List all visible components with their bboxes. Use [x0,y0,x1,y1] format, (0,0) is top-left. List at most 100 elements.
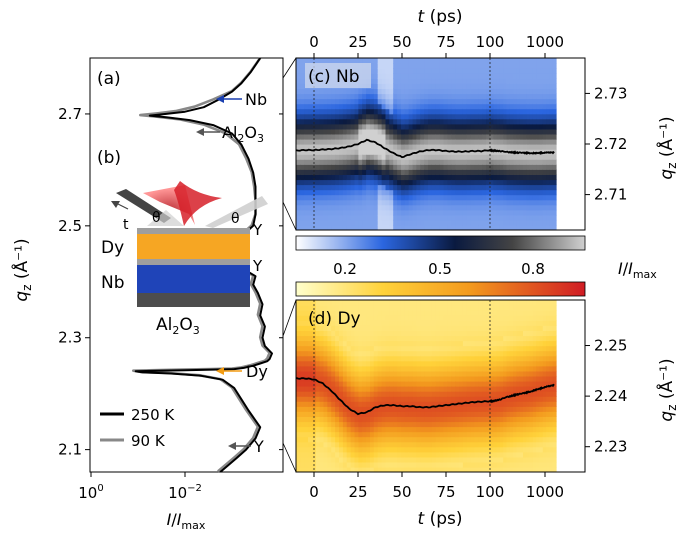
heatmap-cell [474,169,479,175]
heatmap-cell [315,199,321,206]
heatmap-cell [346,325,352,331]
heatmap-cell [490,214,494,221]
heatmap-cell [404,436,410,443]
heatmap-cell [315,325,321,331]
heatmap-cell [466,73,472,79]
heatmap-cell [296,159,301,165]
heatmap-cell [373,411,379,417]
heatmap-cell [474,189,479,196]
heatmap-cell [482,98,487,105]
heatmap-cell [459,184,464,191]
layer-y-bottom [137,259,250,265]
heatmap-cell [513,375,517,382]
heatmap-cell [354,169,359,175]
heatmap-cell [366,411,371,417]
heatmap-cell [327,340,332,347]
heatmap-cell [424,224,429,230]
heatmap-cell [526,355,531,362]
heatmap-cell [516,396,521,402]
heatmap-cell [466,63,472,69]
heatmap-cell [532,365,537,372]
heatmap-cell [474,128,479,135]
heatmap-cell [362,98,367,105]
heatmap-cell [389,421,394,428]
heatmap-cell [478,214,483,221]
heatmap-cell [536,194,541,201]
heatmap-cell [474,164,479,170]
heatmap-cell [377,350,383,357]
heatmap-cell [526,391,531,397]
heatmap-cell [346,184,352,191]
heatmap-cell [319,310,325,316]
heatmap-cell [536,68,541,74]
heatmap-cell [486,340,491,347]
heatmap-cell [342,88,348,95]
heatmap-cell [519,421,524,428]
heatmap-cell [435,310,441,316]
heatmap-cell [526,184,531,191]
heatmap-cell [420,159,425,165]
heatmap-cell [400,63,406,69]
heatmap-cell [424,93,429,100]
heatmap-cell [354,98,359,105]
heatmap-cell [503,441,508,448]
heatmap-cell [370,456,375,463]
heatmap-cell [443,305,448,311]
heatmap-cell [499,355,504,362]
xtick-label: 0 [309,33,319,51]
heatmap-cell [373,396,379,402]
heatmap-cell [506,446,511,453]
heatmap-cell [503,391,508,397]
heatmap-cell [400,169,406,175]
heatmap-cell [416,113,421,120]
heatmap-cell [400,179,406,186]
heatmap-cell [546,345,550,352]
heatmap-cell [311,93,317,100]
heatmap-cell [370,204,375,211]
heatmap-cell [455,73,460,79]
heatmap-cell [552,466,557,472]
heatmap-cell [519,305,524,311]
heatmap-cell [513,118,517,125]
heatmap-cell [342,360,348,367]
panel-a-label: (a) [97,69,121,89]
heatmap-cell [439,411,445,417]
heatmap-cell [499,108,504,115]
colorbars: 0.2 0.5 0.8 I/Imax [295,235,657,297]
heatmap-cell [552,219,557,226]
heatmap-cell [490,320,494,326]
heatmap-cell [350,370,356,377]
heatmap-cell [362,123,367,130]
heatmap-cell [462,456,468,463]
heatmap-cell [435,118,441,125]
heatmap-cell [327,315,332,321]
heatmap-cell [404,431,410,438]
heatmap-cell [323,406,328,412]
heatmap-cell [490,451,494,458]
layer-label-al2o3: Al2O3 [156,315,200,337]
heatmap-cell [474,386,479,392]
heatmap-cell [451,179,456,186]
heatmap-cell [513,456,517,463]
heatmap-cell [300,108,305,115]
heatmap-cell [431,159,437,165]
heatmap-cell [416,350,421,357]
heatmap-cell [354,174,359,181]
heatmap-cell [529,391,534,397]
heatmap-cell [366,340,371,347]
heatmap-cell [331,199,336,206]
heatmap-cell [451,441,456,448]
heatmap-cell [447,426,452,433]
heatmap-cell [451,78,456,84]
heatmap-cell [397,103,402,110]
heatmap-cell [451,315,456,321]
heatmap-cell [393,144,398,150]
heatmap-cell [532,194,537,201]
heatmap-cell [506,159,511,165]
heatmap-cell [499,83,504,89]
heatmap-cell [385,194,390,201]
panel-c-peak-position-line [296,138,555,159]
heatmap-cell [366,103,371,110]
heatmap-cell [490,310,494,316]
heatmap-cell [370,184,375,191]
